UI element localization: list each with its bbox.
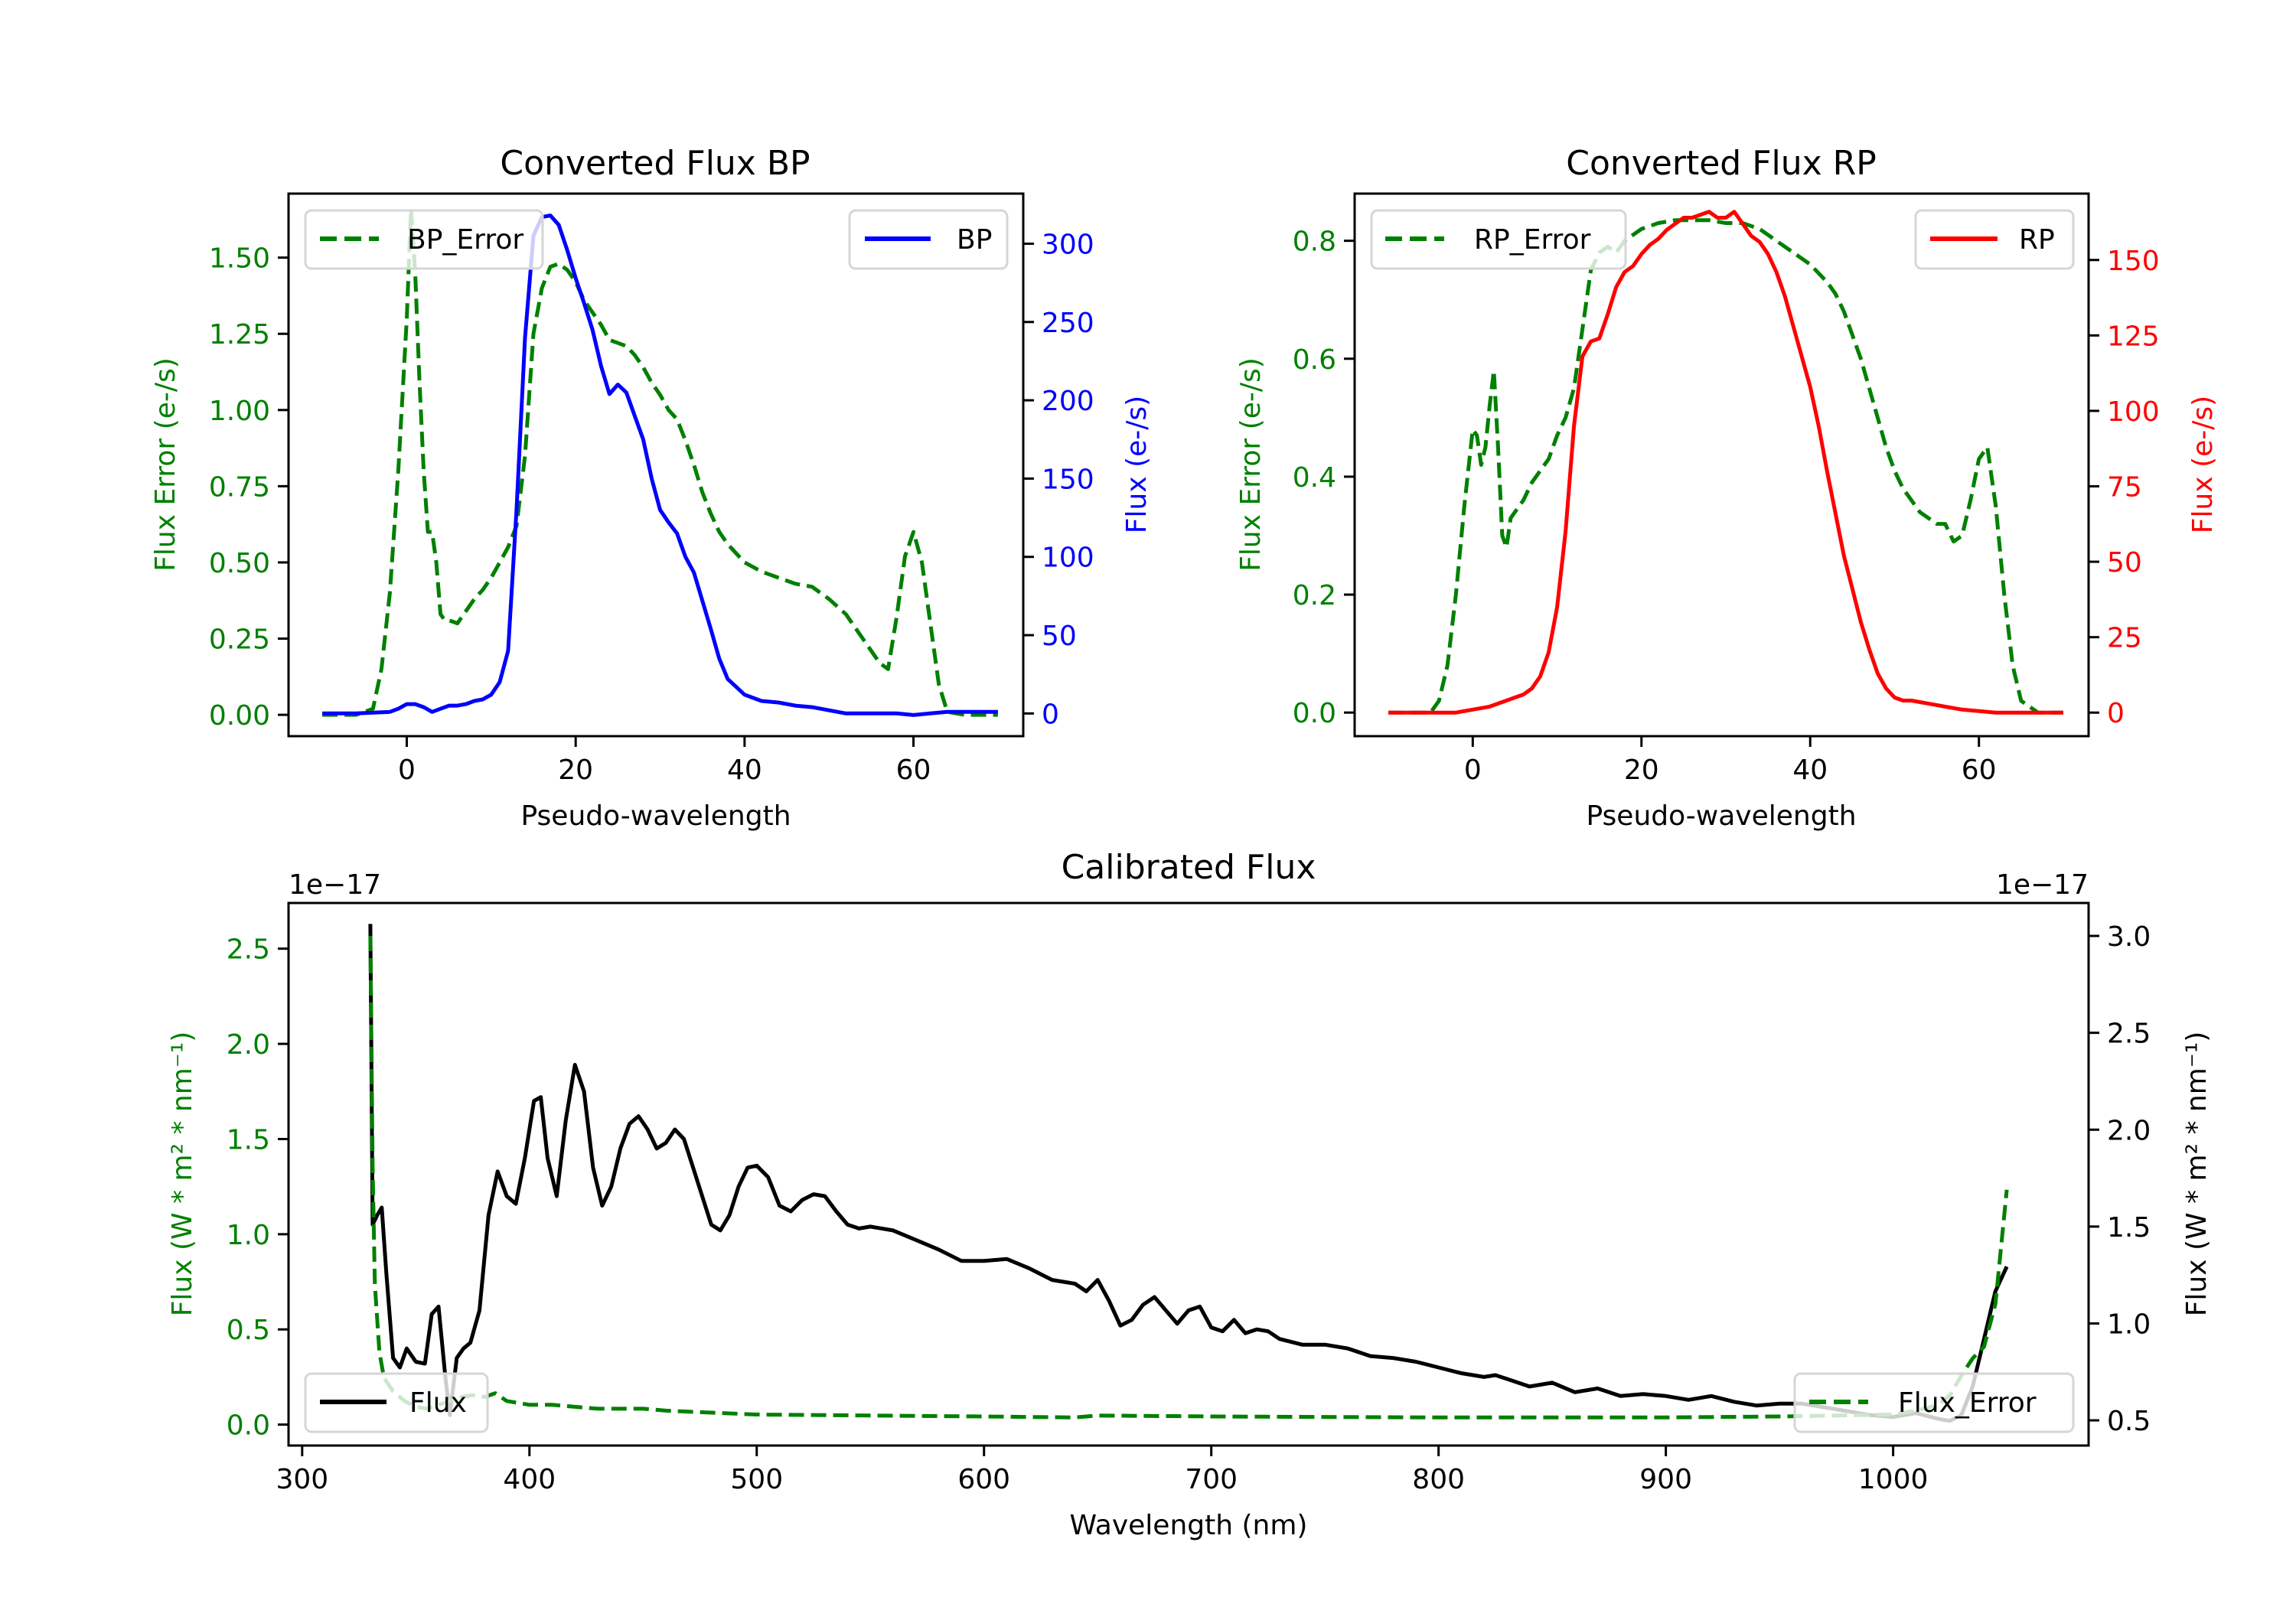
x-tick-label: 60 — [896, 755, 931, 786]
y-left-tick-label: 0.2 — [1293, 580, 1336, 611]
rp-ylabel-left: Flux Error (e-/s) — [1235, 357, 1267, 572]
y-right-tick-label: 125 — [2107, 321, 2160, 352]
y-left-tick-label: 1.0 — [227, 1220, 270, 1251]
calibrated-title: Calibrated Flux — [1062, 848, 1316, 887]
calibrated-offset-left: 1e−17 — [289, 869, 381, 901]
y-right-tick-label: 0 — [2107, 698, 2125, 729]
y-left-tick-label: 1.00 — [209, 396, 270, 427]
x-tick-label: 700 — [1185, 1464, 1238, 1495]
calibrated-legend-left-label: Flux — [409, 1387, 467, 1419]
y-right-tick-label: 3.0 — [2107, 921, 2151, 953]
calibrated-ylabel-right: Flux (W * m² * nm⁻¹) — [2181, 1032, 2213, 1317]
y-right-tick-label: 250 — [1042, 308, 1094, 339]
calibrated-plot-area — [368, 924, 2009, 1423]
rp-plot-area — [1388, 210, 2063, 715]
rp-legend-left[interactable]: RP_Error — [1370, 209, 1627, 270]
x-tick-label: 40 — [727, 755, 762, 786]
bp-plot-area — [322, 207, 998, 717]
bp-axes-frame — [287, 192, 1025, 738]
y-right-tick-label: 1.5 — [2107, 1212, 2151, 1244]
x-tick-label: 0 — [398, 755, 416, 786]
y-right-tick-label: 100 — [1042, 543, 1094, 574]
y-left-tick-label: 0.4 — [1293, 462, 1336, 494]
rp-title: Converted Flux RP — [1566, 144, 1877, 183]
x-tick-label: 500 — [730, 1464, 783, 1495]
y-right-tick-label: 2.0 — [2107, 1115, 2151, 1146]
x-tick-label: 20 — [1624, 755, 1659, 786]
y-left-tick-label: 0.0 — [1293, 698, 1336, 729]
x-tick-label: 800 — [1412, 1464, 1465, 1495]
y-right-tick-label: 2.5 — [2107, 1019, 2151, 1050]
series-rp-error-line — [1388, 218, 2063, 715]
y-right-tick-label: 0 — [1042, 699, 1059, 730]
calibrated-ticks: 300 400 500 600 700 800 900 1000 0.0 0.5 1.0 1.5 2.0… — [227, 921, 2151, 1495]
calibrated-legend-right-label: Flux_Error — [1898, 1387, 2037, 1419]
bp-legend-left[interactable]: BP_Error — [304, 209, 544, 270]
y-left-tick-label: 0.0 — [227, 1410, 270, 1442]
x-tick-label: 20 — [558, 755, 593, 786]
x-tick-label: 900 — [1639, 1464, 1692, 1495]
rp-legend-left-label: RP_Error — [1474, 224, 1591, 256]
bp-ylabel-right: Flux (e-/s) — [1121, 396, 1153, 533]
y-left-tick-label: 0.75 — [209, 471, 270, 503]
y-left-tick-label: 0.50 — [209, 548, 270, 579]
y-right-tick-label: 150 — [2107, 246, 2160, 277]
series-flux-error-line — [368, 935, 2009, 1420]
y-left-tick-label: 1.25 — [209, 319, 270, 350]
y-left-tick-label: 2.0 — [227, 1029, 270, 1061]
y-right-tick-label: 25 — [2107, 623, 2142, 654]
x-tick-label: 1000 — [1858, 1464, 1929, 1495]
y-left-tick-label: 0.5 — [227, 1315, 270, 1346]
series-bp-error-line — [322, 207, 998, 717]
y-left-tick-label: 0.6 — [1293, 344, 1336, 376]
bp-legend-left-label: BP_Error — [407, 224, 523, 256]
y-right-tick-label: 0.5 — [2107, 1406, 2151, 1437]
y-right-tick-label: 150 — [1042, 464, 1094, 495]
rp-legend-right-label: RP — [2019, 224, 2055, 256]
bp-legend-right-label: BP — [957, 224, 992, 256]
rp-panel: Converted Flux RP Pseudo-wavelength Flux… — [1235, 144, 2219, 832]
y-left-tick-label: 1.50 — [209, 243, 270, 275]
y-left-tick-label: 0.8 — [1293, 227, 1336, 258]
calibrated-legend-right[interactable]: Flux_Error — [1793, 1372, 2075, 1433]
y-left-tick-label: 0.00 — [209, 700, 270, 732]
x-tick-label: 300 — [276, 1464, 328, 1495]
y-left-tick-label: 1.5 — [227, 1124, 270, 1156]
y-left-tick-label: 0.25 — [209, 624, 270, 656]
calibrated-panel: Calibrated Flux 1e−17 1e−17 Wavelength (… — [167, 848, 2213, 1541]
series-rp-line — [1388, 210, 2063, 715]
calibrated-axes-frame — [287, 901, 2090, 1447]
bp-ylabel-left: Flux Error (e-/s) — [150, 357, 181, 572]
bp-title: Converted Flux BP — [500, 144, 810, 183]
y-right-tick-label: 100 — [2107, 396, 2160, 428]
rp-ticks: 0 20 40 60 0.0 0.2 0.4 0.6 0.8 0 25 50 75 100 125 150 — [1293, 227, 2160, 786]
bp-xlabel: Pseudo-wavelength — [520, 800, 791, 832]
x-tick-label: 60 — [1962, 755, 1997, 786]
bp-panel: Converted Flux BP Pseudo-wavelength Flux… — [150, 144, 1153, 832]
x-tick-label: 600 — [957, 1464, 1010, 1495]
rp-xlabel: Pseudo-wavelength — [1586, 800, 1856, 832]
y-right-tick-label: 50 — [2107, 547, 2142, 579]
y-left-tick-label: 2.5 — [227, 934, 270, 966]
y-right-tick-label: 1.0 — [2107, 1309, 2151, 1340]
y-right-tick-label: 300 — [1042, 229, 1094, 260]
rp-axes-frame — [1353, 192, 2090, 738]
y-right-tick-label: 75 — [2107, 471, 2142, 503]
calibrated-xlabel: Wavelength (nm) — [1070, 1510, 1308, 1541]
calibrated-offset-right: 1e−17 — [1996, 869, 2089, 901]
y-right-tick-label: 50 — [1042, 621, 1077, 652]
bp-legend-right[interactable]: BP — [848, 209, 1009, 270]
y-right-tick-label: 200 — [1042, 386, 1094, 417]
calibrated-ylabel-left: Flux (W * m² * nm⁻¹) — [167, 1032, 198, 1317]
x-tick-label: 400 — [503, 1464, 556, 1495]
calibrated-legend-left[interactable]: Flux — [304, 1372, 489, 1433]
x-tick-label: 40 — [1792, 755, 1828, 786]
bp-ticks: 0 20 40 60 0.00 0.25 0.50 0.75 1.00 1.25 1.50 0 50 10… — [209, 229, 1094, 786]
series-bp-line — [322, 214, 998, 717]
rp-ylabel-right: Flux (e-/s) — [2187, 396, 2219, 533]
series-flux-line — [368, 924, 2009, 1423]
x-tick-label: 0 — [1464, 755, 1482, 786]
rp-legend-right[interactable]: RP — [1914, 209, 2075, 270]
